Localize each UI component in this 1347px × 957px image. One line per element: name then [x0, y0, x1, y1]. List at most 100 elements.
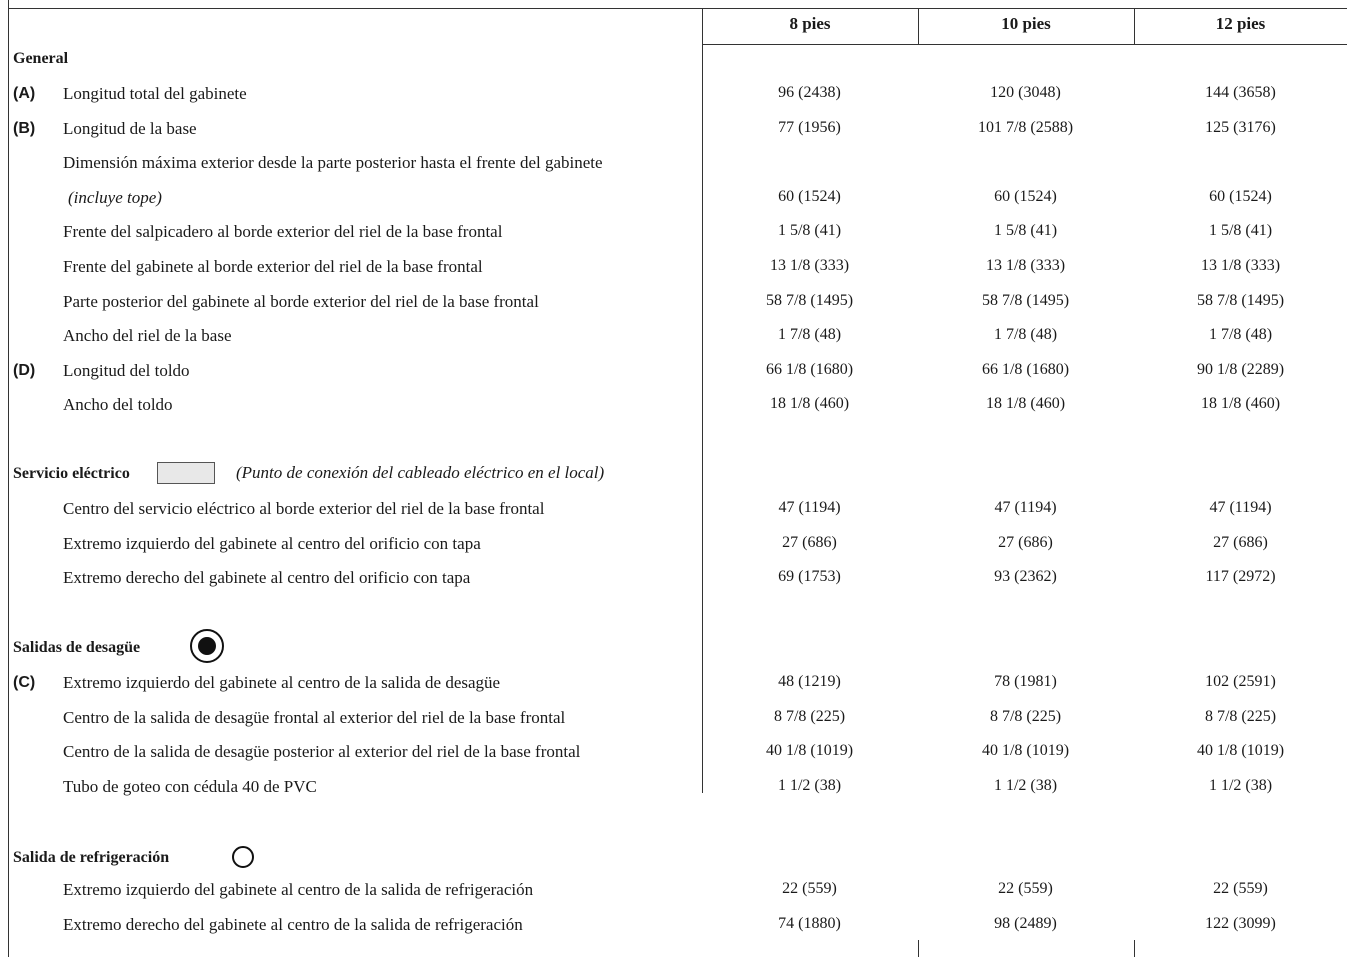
row-label: Longitud de la base — [63, 118, 197, 138]
table-row: Dimensión máxima exterior desde la parte… — [0, 147, 1347, 179]
row-label: Extremo derecho del gabinete al centro d… — [63, 914, 523, 934]
row-value-10-pies: 78 (1981) — [994, 673, 1057, 690]
row-label: Extremo derecho del gabinete al centro d… — [63, 568, 471, 587]
row-label: Tubo de goteo con cédula 40 de PVC — [63, 776, 317, 796]
table-frame-left — [8, 0, 9, 957]
column-header-8: 8 pies — [789, 14, 831, 33]
table-row: Centro de la salida de desagüe posterior… — [0, 736, 1347, 768]
electrical-note: (Punto de conexión del cableado eléctric… — [236, 463, 605, 482]
row-value-10-pies: 93 (2362) — [994, 568, 1057, 585]
row-value-12-pies: 122 (3099) — [1205, 914, 1276, 932]
row-value-8-pies: 74 (1880) — [778, 914, 841, 932]
column-header-12: 12 pies — [1215, 14, 1266, 33]
row-value-8-pies: 40 1/8 (1019) — [765, 742, 854, 759]
row-value-12-pies: 125 (3176) — [1205, 118, 1276, 136]
row-value-10-pies: 18 1/8 (460) — [985, 395, 1066, 413]
table-row: (C) Extremo izquierdo del gabinete al cen… — [0, 667, 1347, 699]
section-electrical-title: Servicio eléctrico — [13, 465, 130, 482]
row-value-10-pies: 98 (2489) — [994, 914, 1057, 932]
table-row: (incluye tope) 60 (1524) 60 (1524) 60 (1524… — [0, 182, 1347, 214]
row-value-12-pies: 18 1/8 (460) — [1200, 395, 1281, 413]
row-value-12-pies: 117 (2972) — [1205, 568, 1276, 585]
row-label: Parte posterior del gabinete al borde ex… — [63, 291, 539, 311]
row-value-12-pies: 90 1/8 (2289) — [1196, 360, 1285, 378]
row-value-8-pies: 47 (1194) — [778, 499, 841, 516]
row-value-10-pies: 22 (559) — [998, 880, 1053, 897]
row-label: Frente del gabinete al borde exterior de… — [63, 257, 483, 276]
table-row: Centro del servicio eléctrico al borde e… — [0, 493, 1347, 525]
row-label: Ancho del toldo — [63, 395, 173, 415]
table-row: Centro de la salida de desagüe frontal a… — [0, 702, 1347, 734]
row-value-8-pies: 48 (1219) — [778, 673, 841, 690]
row-label: Extremo izquierdo del gabinete al centro… — [63, 673, 501, 692]
row-value-8-pies: 27 (686) — [782, 533, 837, 551]
row-value-8-pies: 1 5/8 (41) — [777, 222, 842, 240]
row-value-12-pies: 58 7/8 (1495) — [1196, 291, 1285, 309]
row-value-8-pies: 77 (1956) — [778, 118, 841, 136]
row-label: Dimensión máxima exterior desde la parte… — [63, 153, 603, 173]
row-label: Centro del servicio eléctrico al borde e… — [63, 499, 545, 518]
section-drain-title: Salidas de desagüe — [13, 639, 141, 656]
row-value-10-pies: 1 1/2 (38) — [993, 776, 1058, 794]
row-label: (incluye tope) — [68, 187, 162, 207]
row-value-8-pies: 58 7/8 (1495) — [765, 291, 854, 309]
row-label: Longitud total del gabinete — [63, 84, 247, 103]
table-row: Tubo de goteo con cédula 40 de PVC 1 1/2 … — [0, 771, 1347, 803]
row-value-12-pies: 47 (1194) — [1209, 499, 1272, 516]
row-value-12-pies: 27 (686) — [1213, 533, 1268, 551]
row-value-12-pies: 1 7/8 (48) — [1208, 326, 1273, 344]
row-value-8-pies: 18 1/8 (460) — [769, 395, 850, 413]
row-value-8-pies: 69 (1753) — [778, 568, 841, 585]
row-value-12-pies: 1 5/8 (41) — [1208, 222, 1273, 240]
table-row: Parte posterior del gabinete al borde ex… — [0, 286, 1347, 318]
table-row: Ancho del toldo 18 1/8 (460) 18 1/8 (460) 1… — [0, 389, 1347, 421]
drain-outlet-icon — [190, 629, 224, 663]
row-value-12-pies: 13 1/8 (333) — [1200, 257, 1281, 274]
row-label: Extremo izquierdo del gabinete al centro… — [63, 533, 481, 553]
table-row: Extremo izquierdo del gabinete al centro… — [0, 528, 1347, 560]
column-divider-1 — [702, 8, 703, 793]
row-label: Centro de la salida de desagüe posterior… — [63, 742, 581, 761]
row-value-10-pies: 40 1/8 (1019) — [981, 742, 1070, 759]
row-value-12-pies: 1 1/2 (38) — [1208, 776, 1273, 794]
row-value-10-pies: 60 (1524) — [994, 187, 1057, 205]
row-value-10-pies: 47 (1194) — [994, 499, 1057, 516]
row-value-12-pies: 40 1/8 (1019) — [1196, 742, 1285, 759]
table-row: Extremo derecho del gabinete al centro d… — [0, 562, 1347, 594]
row-value-8-pies: 60 (1524) — [778, 187, 841, 205]
row-value-10-pies: 101 7/8 (2588) — [977, 118, 1074, 136]
row-value-8-pies: 13 1/8 (333) — [769, 257, 850, 274]
row-value-10-pies: 13 1/8 (333) — [985, 257, 1066, 274]
row-letter: (A) — [13, 85, 36, 102]
column-divider-bottom-1 — [918, 940, 919, 957]
table-top-rule — [8, 8, 1347, 9]
row-value-10-pies: 1 7/8 (48) — [993, 326, 1058, 344]
row-value-10-pies: 120 (3048) — [990, 84, 1061, 101]
row-letter: (C) — [13, 674, 36, 691]
section-general-title: General — [13, 50, 69, 67]
row-value-10-pies: 1 5/8 (41) — [993, 222, 1058, 240]
electrical-service-swatch — [157, 462, 215, 484]
column-divider-2 — [918, 8, 919, 44]
row-value-8-pies: 1 7/8 (48) — [777, 326, 842, 344]
row-label: Ancho del riel de la base — [63, 326, 232, 346]
row-value-12-pies: 8 7/8 (225) — [1204, 707, 1277, 725]
table-row: (B) Longitud de la base 77 (1956) 101 7/8 (… — [0, 113, 1347, 145]
row-value-8-pies: 8 7/8 (225) — [773, 707, 846, 725]
table-row: Ancho del riel de la base 1 7/8 (48) 1 7/8… — [0, 320, 1347, 352]
row-value-8-pies: 1 1/2 (38) — [777, 776, 842, 794]
row-label: Frente del salpicadero al borde exterior… — [63, 222, 503, 242]
row-value-10-pies: 8 7/8 (225) — [989, 707, 1062, 725]
row-letter: (D) — [13, 361, 36, 379]
column-header-10: 10 pies — [1001, 14, 1051, 33]
table-row: (A) Longitud total del gabinete 96 (2438) 1… — [0, 78, 1347, 110]
table-row: Frente del gabinete al borde exterior de… — [0, 251, 1347, 283]
row-value-12-pies: 102 (2591) — [1205, 673, 1276, 690]
row-value-8-pies: 22 (559) — [782, 880, 837, 897]
table-row: Extremo izquierdo del gabinete al centro… — [0, 874, 1347, 906]
table-row: (D) Longitud del toldo 66 1/8 (1680) 66 1/8… — [0, 355, 1347, 387]
table-row: Extremo derecho del gabinete al centro d… — [0, 909, 1347, 941]
row-value-12-pies: 22 (559) — [1213, 880, 1268, 897]
column-divider-bottom-2 — [1134, 940, 1135, 957]
row-label: Centro de la salida de desagüe frontal a… — [63, 707, 566, 727]
